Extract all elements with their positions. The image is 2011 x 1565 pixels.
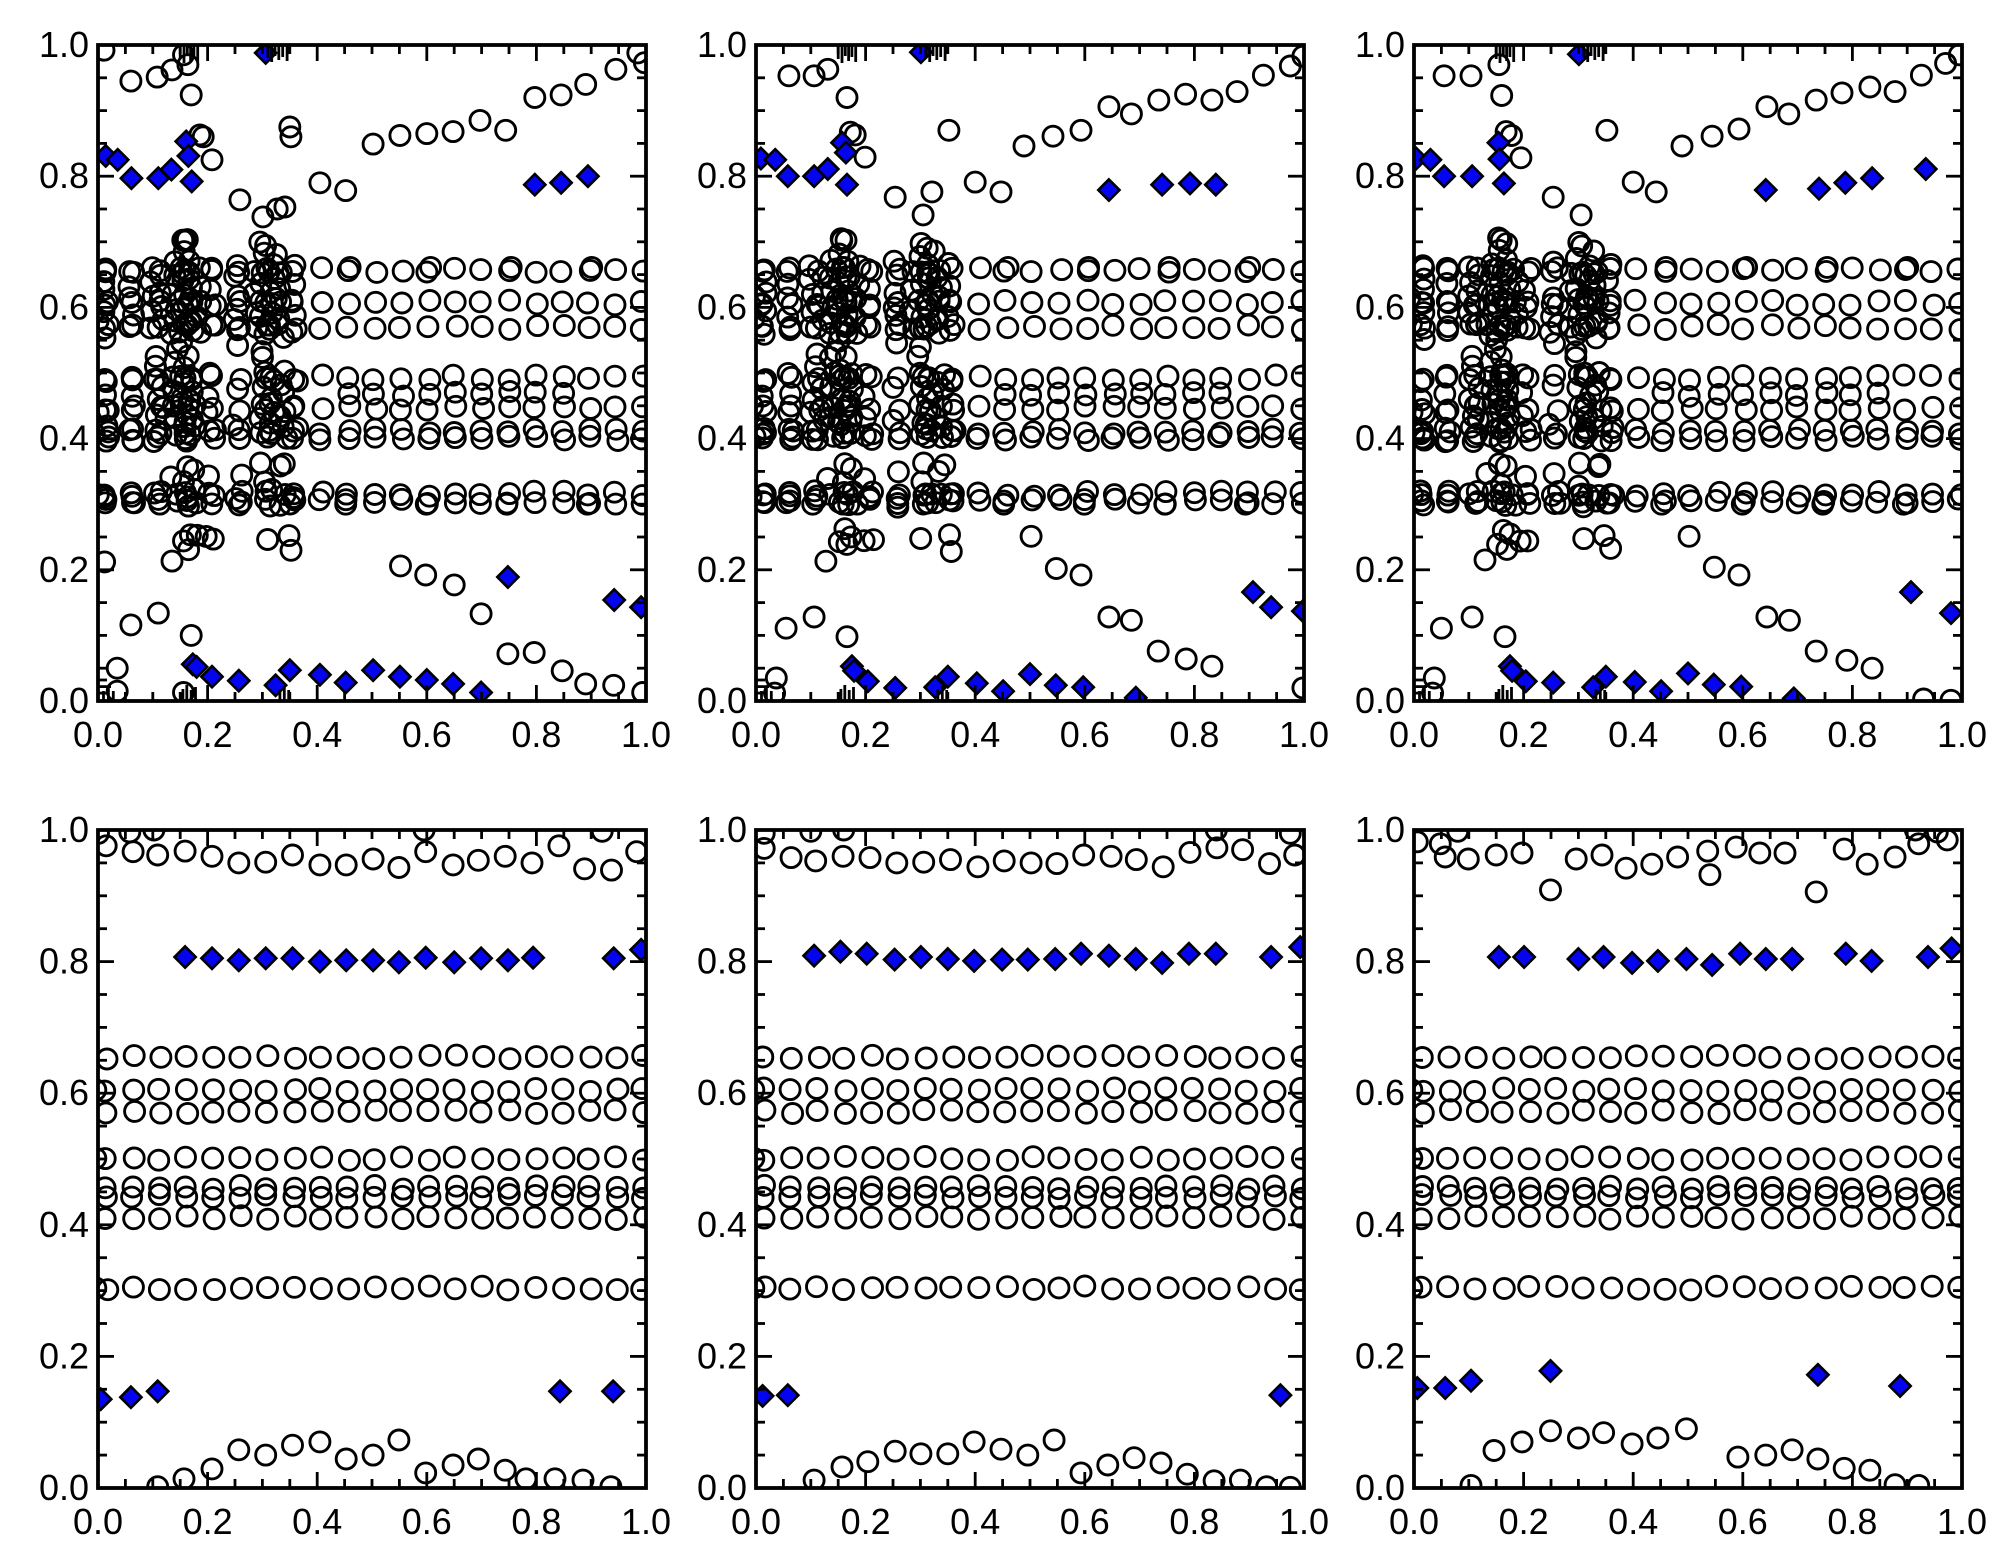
svg-text:0.2: 0.2 [1355, 1335, 1405, 1376]
svg-text:0.0: 0.0 [731, 714, 781, 755]
svg-text:0.8: 0.8 [1827, 1501, 1877, 1542]
svg-text:1.0: 1.0 [1279, 714, 1329, 755]
svg-text:1.0: 1.0 [621, 1501, 671, 1542]
svg-text:0.6: 0.6 [39, 1072, 89, 1113]
svg-text:0.2: 0.2 [1355, 549, 1405, 590]
svg-text:0.8: 0.8 [1827, 714, 1877, 755]
svg-text:0.8: 0.8 [1355, 941, 1405, 982]
svg-text:0.8: 0.8 [1355, 155, 1405, 196]
svg-text:0.2: 0.2 [841, 714, 891, 755]
svg-text:0.6: 0.6 [1718, 714, 1768, 755]
svg-text:0.4: 0.4 [1608, 714, 1658, 755]
svg-text:1.0: 1.0 [697, 24, 747, 65]
svg-text:0.0: 0.0 [1355, 1467, 1405, 1508]
svg-text:0.2: 0.2 [183, 1501, 233, 1542]
svg-text:0.6: 0.6 [1355, 1072, 1405, 1113]
svg-text:0.2: 0.2 [697, 1335, 747, 1376]
svg-text:0.6: 0.6 [1355, 286, 1405, 327]
svg-text:0.6: 0.6 [1060, 714, 1110, 755]
svg-text:0.0: 0.0 [1389, 1501, 1439, 1542]
svg-text:0.0: 0.0 [731, 1501, 781, 1542]
svg-text:0.6: 0.6 [1718, 1501, 1768, 1542]
svg-text:0.0: 0.0 [39, 1467, 89, 1508]
svg-text:0.8: 0.8 [1169, 1501, 1219, 1542]
svg-text:0.2: 0.2 [39, 549, 89, 590]
svg-text:0.0: 0.0 [1389, 714, 1439, 755]
svg-text:0.6: 0.6 [39, 286, 89, 327]
svg-text:0.2: 0.2 [39, 1335, 89, 1376]
svg-text:0.6: 0.6 [697, 286, 747, 327]
svg-text:0.8: 0.8 [39, 155, 89, 196]
svg-text:0.0: 0.0 [697, 680, 747, 721]
svg-text:0.8: 0.8 [511, 1501, 561, 1542]
svg-text:0.6: 0.6 [1060, 1501, 1110, 1542]
svg-text:0.4: 0.4 [292, 1501, 342, 1542]
svg-text:0.6: 0.6 [697, 1072, 747, 1113]
svg-text:0.0: 0.0 [697, 1467, 747, 1508]
svg-text:0.4: 0.4 [950, 1501, 1000, 1542]
svg-text:0.4: 0.4 [1355, 418, 1405, 459]
svg-text:0.8: 0.8 [697, 941, 747, 982]
svg-text:0.2: 0.2 [1499, 1501, 1549, 1542]
svg-text:0.2: 0.2 [183, 714, 233, 755]
svg-text:0.8: 0.8 [1169, 714, 1219, 755]
svg-text:1.0: 1.0 [1937, 1501, 1987, 1542]
svg-text:0.4: 0.4 [39, 418, 89, 459]
svg-text:0.4: 0.4 [697, 1204, 747, 1245]
svg-text:1.0: 1.0 [1937, 714, 1987, 755]
svg-text:1.0: 1.0 [697, 809, 747, 850]
svg-text:0.0: 0.0 [39, 680, 89, 721]
svg-text:0.2: 0.2 [1499, 714, 1549, 755]
svg-text:0.8: 0.8 [511, 714, 561, 755]
svg-text:0.0: 0.0 [1355, 680, 1405, 721]
svg-text:1.0: 1.0 [39, 809, 89, 850]
svg-text:0.8: 0.8 [697, 155, 747, 196]
svg-text:0.8: 0.8 [39, 941, 89, 982]
svg-text:1.0: 1.0 [1279, 1501, 1329, 1542]
svg-text:1.0: 1.0 [1355, 809, 1405, 850]
svg-text:0.4: 0.4 [292, 714, 342, 755]
svg-text:1.0: 1.0 [621, 714, 671, 755]
svg-text:0.6: 0.6 [402, 714, 452, 755]
svg-text:0.0: 0.0 [73, 1501, 123, 1542]
svg-text:0.6: 0.6 [402, 1501, 452, 1542]
svg-text:0.4: 0.4 [950, 714, 1000, 755]
svg-text:0.4: 0.4 [697, 418, 747, 459]
svg-text:0.2: 0.2 [841, 1501, 891, 1542]
svg-text:0.4: 0.4 [1355, 1204, 1405, 1245]
svg-text:1.0: 1.0 [1355, 24, 1405, 65]
svg-text:0.0: 0.0 [73, 714, 123, 755]
svg-text:0.4: 0.4 [39, 1204, 89, 1245]
svg-text:0.4: 0.4 [1608, 1501, 1658, 1542]
svg-text:0.2: 0.2 [697, 549, 747, 590]
svg-text:1.0: 1.0 [39, 24, 89, 65]
